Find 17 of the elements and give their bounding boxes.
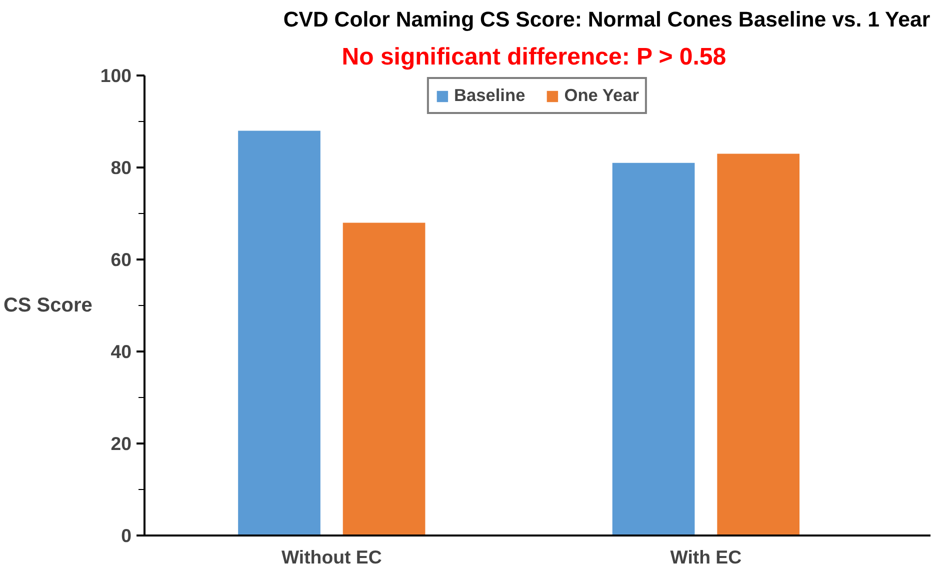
y-tick-label: 100	[100, 65, 132, 86]
y-tick-label: 40	[110, 341, 132, 362]
x-tick-label: Without EC	[281, 546, 382, 568]
bar	[238, 130, 320, 536]
chart-subtitle: No significant difference: P > 0.58	[342, 44, 726, 70]
y-tick-label: 0	[121, 525, 132, 546]
legend-label: One Year	[564, 85, 640, 106]
x-tick-label: With EC	[670, 546, 742, 568]
bar	[342, 222, 426, 536]
y-axis-title: CS Score	[3, 294, 92, 316]
legend-label: Baseline	[454, 85, 526, 106]
y-tick-label: 80	[110, 157, 132, 178]
bar	[717, 154, 800, 536]
y-tick-label: 60	[110, 249, 132, 270]
chart-title: CVD Color Naming CS Score: Normal Cones Baseline vs. 1 Year	[283, 8, 930, 32]
bar	[612, 162, 695, 536]
y-tick-label: 20	[110, 433, 132, 454]
